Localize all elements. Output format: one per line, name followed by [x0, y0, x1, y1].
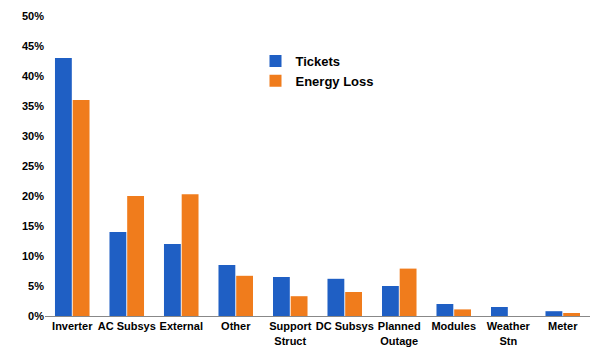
svg-text:15%: 15%	[22, 220, 44, 232]
svg-text:30%: 30%	[22, 130, 44, 142]
svg-text:PlannedOutage: PlannedOutage	[378, 320, 421, 346]
svg-text:Meter: Meter	[548, 320, 578, 332]
svg-text:45%: 45%	[22, 40, 44, 52]
svg-text:50%: 50%	[22, 10, 44, 22]
svg-text:35%: 35%	[22, 100, 44, 112]
svg-text:0%: 0%	[28, 310, 44, 322]
svg-text:10%: 10%	[22, 250, 44, 262]
svg-text:5%: 5%	[28, 280, 44, 292]
svg-text:AC Subsys: AC Subsys	[98, 320, 156, 332]
svg-text:Modules: Modules	[431, 320, 476, 332]
svg-text:Tickets: Tickets	[296, 54, 341, 69]
svg-text:Other: Other	[221, 320, 251, 332]
svg-text:DC Subsys: DC Subsys	[316, 320, 374, 332]
svg-text:40%: 40%	[22, 70, 44, 82]
svg-text:Energy Loss: Energy Loss	[296, 74, 374, 89]
svg-text:External: External	[160, 320, 203, 332]
svg-text:Inverter: Inverter	[52, 320, 93, 332]
svg-text:SupportStruct: SupportStruct	[269, 320, 311, 346]
svg-text:20%: 20%	[22, 190, 44, 202]
svg-text:25%: 25%	[22, 160, 44, 172]
svg-text:WeatherStn: WeatherStn	[487, 320, 531, 346]
